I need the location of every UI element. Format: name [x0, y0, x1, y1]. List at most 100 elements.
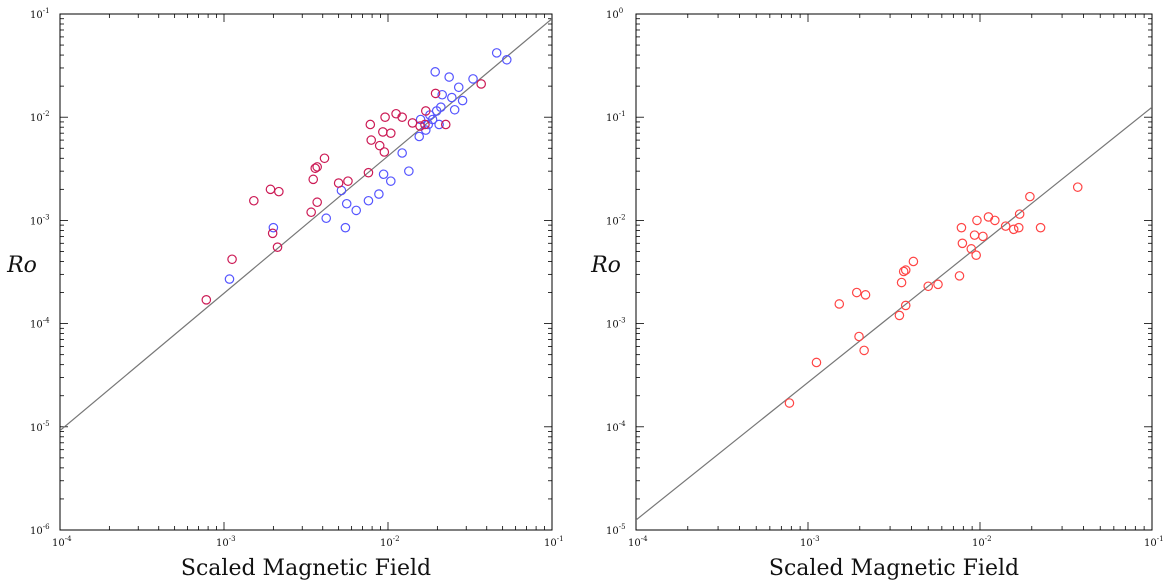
scatter-point	[983, 212, 994, 222]
scatter-point	[374, 140, 385, 151]
scatter-point	[385, 176, 396, 186]
scatter-point	[430, 67, 440, 77]
scatter-point	[420, 106, 431, 116]
scatter-point	[397, 112, 407, 122]
scatter-point	[851, 287, 862, 298]
y-tick-label: 100	[606, 7, 623, 21]
x-tick-label: 10-3	[216, 535, 236, 549]
scatter-point	[319, 153, 330, 164]
scatter-point	[312, 162, 322, 172]
scatter-point	[447, 92, 457, 103]
y-tick-label: 10-4	[30, 317, 50, 331]
axes-frame	[59, 13, 553, 531]
scatter-point	[378, 169, 389, 180]
x-tick-label: 10-1	[544, 535, 564, 549]
y-tick-label: 10-5	[30, 420, 50, 434]
scatter-point	[374, 189, 384, 199]
scatter-point	[1072, 182, 1083, 192]
scatter-point	[437, 89, 447, 100]
scatter-point	[380, 112, 390, 122]
plot-area	[60, 18, 552, 431]
scatter-point	[957, 238, 968, 249]
scatter-point	[265, 184, 276, 195]
scatter-point	[308, 174, 319, 185]
scatter-point	[343, 176, 353, 186]
scatter-point	[476, 79, 486, 89]
y-tick-label: 10-1	[606, 110, 626, 124]
scatter-point	[333, 178, 344, 188]
scatter-point	[908, 256, 919, 267]
scatter-point	[966, 244, 977, 254]
scatter-point	[900, 300, 911, 311]
scatter-point	[1014, 209, 1025, 219]
axes-frame	[635, 13, 1153, 531]
y-tick-label: 10-6	[30, 523, 50, 537]
scatter-point	[341, 198, 352, 209]
scatter-point	[365, 119, 376, 130]
scatter-point	[378, 127, 388, 137]
y-axis-label: Ro	[6, 253, 37, 278]
plot-area	[636, 106, 1152, 521]
scatter-point	[340, 222, 351, 233]
scatter-point	[267, 228, 278, 239]
scatter-point	[1025, 191, 1035, 202]
scatter-point	[379, 147, 390, 157]
scatter-point	[834, 299, 845, 309]
scatter-point	[351, 205, 362, 216]
x-axis-label: Scaled Magnetic Field	[181, 556, 431, 581]
scatter-point	[1008, 224, 1019, 235]
scatter-point	[420, 119, 430, 130]
scatter-point	[363, 195, 374, 206]
scatter-point	[440, 119, 451, 130]
fit-line	[60, 18, 552, 431]
scatter-point	[363, 167, 374, 178]
scatter-point	[501, 54, 512, 65]
y-axis-label: Ro	[590, 253, 621, 278]
scatter-point	[956, 222, 967, 233]
scatter-point	[969, 230, 980, 240]
x-tick-label: 10-4	[52, 535, 72, 549]
scatter-point	[784, 398, 795, 408]
scatter-point	[1013, 222, 1024, 233]
scatter-point	[366, 135, 377, 145]
scatter-point	[224, 274, 235, 284]
scatter-point	[854, 331, 864, 342]
scatter-point	[978, 231, 988, 242]
scatter-point	[971, 250, 981, 261]
x-tick-label: 10-2	[380, 535, 400, 549]
scatter-point	[404, 166, 414, 176]
scatter-point	[268, 222, 279, 233]
scatter-point	[306, 207, 316, 218]
scatter-point	[923, 281, 934, 292]
scatter-point	[449, 104, 460, 115]
scatter-point	[312, 197, 322, 208]
y-tick-label: 10-2	[30, 110, 50, 124]
x-tick-label: 10-3	[800, 535, 820, 549]
scatter-point	[972, 215, 982, 226]
scatter-point	[427, 114, 438, 125]
scatter-point	[1035, 222, 1046, 233]
y-tick-label: 10-5	[606, 523, 626, 537]
scatter-point	[457, 95, 468, 106]
scatter-point	[434, 119, 444, 130]
scatter-point	[436, 102, 446, 112]
scatter-point	[954, 271, 965, 281]
y-tick-label: 10-2	[606, 213, 626, 227]
x-axis-label: Scaled Magnetic Field	[769, 556, 1019, 581]
y-tick-label: 10-3	[30, 213, 50, 227]
scatter-point	[201, 295, 212, 305]
scatter-point	[430, 88, 441, 99]
scatter-point	[227, 254, 237, 265]
scatter-point	[900, 265, 911, 275]
y-tick-label: 10-4	[606, 420, 626, 434]
scatter-point	[444, 72, 454, 82]
scatter-point	[933, 279, 943, 290]
scatter-point	[453, 82, 464, 93]
right-plot-panel: 10-4 10-3 10-2 10-110-510-410-310-210-1100S…	[590, 7, 1163, 581]
x-tick-label: 10-4	[628, 535, 648, 549]
scatter-point	[894, 310, 905, 321]
fit-line	[636, 106, 1152, 521]
left-plot-panel: 10-4 10-3 10-2 10-1 10-6 10-5 10-4 10-3 10-2 10-1…	[6, 7, 563, 581]
scatter-point	[1000, 221, 1011, 231]
